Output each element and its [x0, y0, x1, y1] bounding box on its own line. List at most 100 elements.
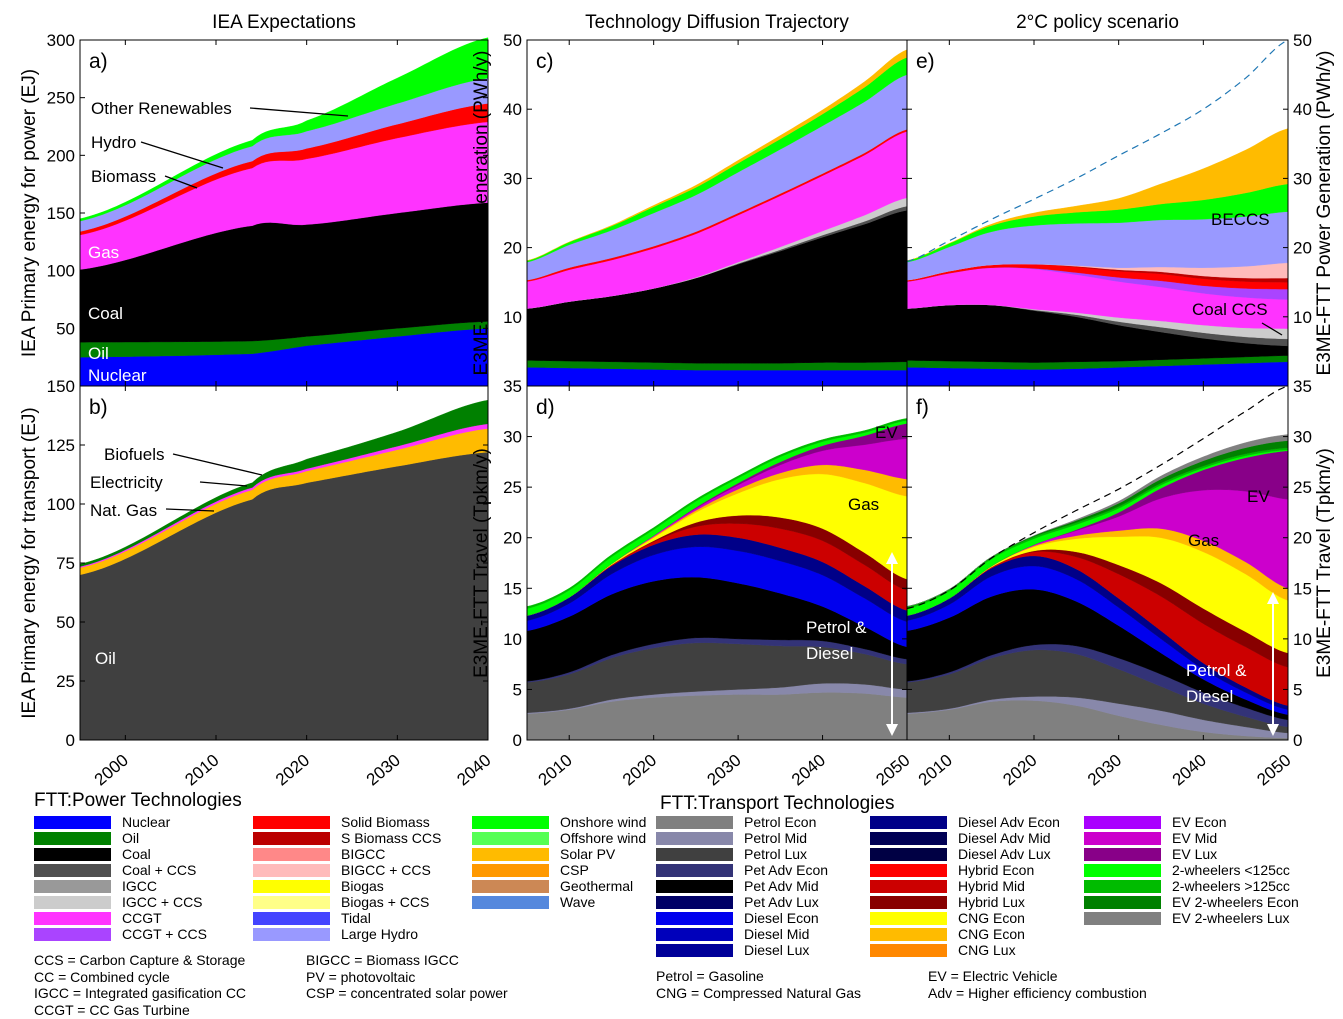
- transport-legend: FTT:Transport Technologies Petrol Econ Pe…: [656, 790, 1343, 1019]
- legend-swatch: [34, 896, 111, 909]
- chart-panel-c: 10 20 30 40 50 c) Technology Diffusion Traject…: [471, 12, 908, 387]
- y-tick-label: 30: [1293, 428, 1312, 447]
- abbreviation-line: IGCC = Integrated gasification CC: [34, 985, 247, 1001]
- abbreviation-line: Petrol = Gasoline: [656, 968, 764, 984]
- legend-swatch: [472, 816, 549, 829]
- legend-swatch: [656, 944, 733, 957]
- legend-label: CNG Econ: [958, 926, 1025, 942]
- abbreviation-line: PV = photovoltaic: [306, 968, 416, 985]
- abbreviation-line: BIGCC = Biomass IGCC: [306, 952, 459, 968]
- y-tick-label: 20: [1293, 529, 1312, 548]
- x-tick-label: 2040: [788, 751, 829, 790]
- legend-label: Onshore wind: [560, 814, 647, 830]
- y-tick-label: 20: [1293, 239, 1312, 258]
- annotation-biofuels: Biofuels: [104, 445, 164, 464]
- legend-swatch: [34, 864, 111, 877]
- chart-panel-d: 0 5 10 15 20 25 30 35 2010 2020 2030 2040 2050 d) E3ME…: [471, 377, 914, 789]
- y-tick-label: 30: [503, 169, 522, 188]
- legend-label: Diesel Lux: [744, 942, 810, 958]
- y-tick-label: 0: [1293, 731, 1302, 750]
- legend-label: CCGT: [122, 910, 162, 926]
- legend-swatch: [1084, 864, 1161, 877]
- legend-swatch: [1084, 816, 1161, 829]
- annotation-leader-line: [249, 107, 349, 117]
- legend-label: EV 2-wheelers Econ: [1172, 894, 1299, 910]
- legend-swatch: [34, 816, 111, 829]
- annotation-ev: EV: [1247, 487, 1270, 506]
- y-tick-label: 75: [56, 554, 75, 573]
- annotation-petrol-diesel: Diesel: [1186, 687, 1233, 706]
- legend-label: Biogas: [341, 878, 384, 894]
- annotation-biomass: Biomass: [91, 167, 156, 186]
- legend-label: Hybrid Lux: [958, 894, 1025, 910]
- legend-swatch: [870, 832, 947, 845]
- y-tick-label: 40: [1293, 100, 1312, 119]
- legend-label: Biogas + CCS: [341, 894, 430, 910]
- y-tick-label: 35: [1293, 377, 1312, 396]
- legend-swatch: [34, 880, 111, 893]
- y-tick-label: 5: [513, 680, 522, 699]
- legend-label: 2-wheelers <125cc: [1172, 862, 1290, 878]
- panel-label: c): [536, 50, 554, 73]
- double-arrow-head: [1267, 592, 1279, 604]
- annotation-leader-line: [199, 481, 248, 487]
- abbreviation-line: CC = Combined cycle: [34, 968, 170, 985]
- y-tick-label: 100: [47, 495, 75, 514]
- legend-swatch: [472, 848, 549, 861]
- double-arrow-head: [886, 724, 898, 736]
- legend-label: IGCC + CCS: [122, 894, 203, 910]
- abbreviation-line: CNG = Compressed Natural Gas: [656, 984, 862, 1001]
- annotation-coal-ccs: Coal CCS: [1192, 300, 1268, 319]
- legend-swatch: [870, 912, 947, 925]
- legend-label: Diesel Adv Econ: [958, 814, 1060, 830]
- legend-label: EV Mid: [1172, 830, 1218, 846]
- legend-swatch: [870, 848, 947, 861]
- legend-label: CNG Lux: [958, 942, 1016, 958]
- annotation-gas: Gas: [88, 243, 119, 262]
- y-tick-label: 25: [1293, 478, 1312, 497]
- legend-label: EV 2-wheelers Lux: [1172, 910, 1290, 926]
- legend-label: IGCC: [122, 878, 157, 894]
- y-tick-label: 0: [513, 731, 522, 750]
- series-area-oil: [79, 451, 489, 741]
- abbreviation-line: CSP = concentrated solar power: [306, 985, 508, 1001]
- double-arrow-head: [886, 552, 898, 564]
- legend-swatch: [34, 832, 111, 845]
- double-arrow-head: [1267, 724, 1279, 736]
- legend-label: Large Hydro: [341, 926, 419, 942]
- panel-label: a): [89, 50, 108, 73]
- abbreviation-line: EV = Electric Vehicle: [928, 968, 1058, 984]
- y-tick-label: 250: [47, 89, 75, 108]
- legend-label: Pet Adv Lux: [744, 894, 819, 910]
- annotation-leader-line: [165, 508, 215, 512]
- legend-swatch: [253, 848, 330, 861]
- transport-legend-title: FTT:Transport Technologies: [660, 793, 895, 814]
- legend-label: Nuclear: [122, 814, 171, 830]
- legend-swatch: [1084, 832, 1161, 845]
- abbreviation-line: CCGT = CC Gas Turbine: [34, 1001, 190, 1018]
- panel-title: Technology Diffusion Trajectory: [585, 12, 849, 33]
- legend-label: Petrol Lux: [744, 846, 808, 862]
- legend-swatch: [656, 896, 733, 909]
- annotation-leader-line: [172, 453, 263, 476]
- power-legend: FTT:Power Technologies Nuclear Oil Coal Coa…: [34, 790, 654, 1019]
- y-tick-label: 15: [503, 579, 522, 598]
- legend-swatch: [472, 880, 549, 893]
- panel-label: d): [536, 396, 555, 419]
- legend-label: Diesel Adv Mid: [958, 830, 1051, 846]
- legend-swatch: [472, 864, 549, 877]
- annotation-nat-gas: Nat. Gas: [90, 501, 157, 520]
- y-axis-label: E3ME-FTT Power Generation (PWh/y): [471, 51, 492, 376]
- legend-label: EV Econ: [1172, 814, 1227, 830]
- legend-swatch: [253, 880, 330, 893]
- y-axis-label: IEA Primary energy for transport (EJ): [19, 407, 40, 719]
- x-tick-label: 2030: [703, 751, 744, 790]
- legend-label: S Biomass CCS: [341, 830, 442, 846]
- x-tick-label: 2020: [272, 751, 313, 790]
- x-tick-label: 2030: [1084, 751, 1125, 790]
- legend-label: 2-wheelers >125cc: [1172, 878, 1290, 894]
- legend-label: Hybrid Econ: [958, 862, 1035, 878]
- legend-swatch: [656, 864, 733, 877]
- legend-label: Tidal: [341, 910, 371, 926]
- y-tick-label: 50: [1293, 31, 1312, 50]
